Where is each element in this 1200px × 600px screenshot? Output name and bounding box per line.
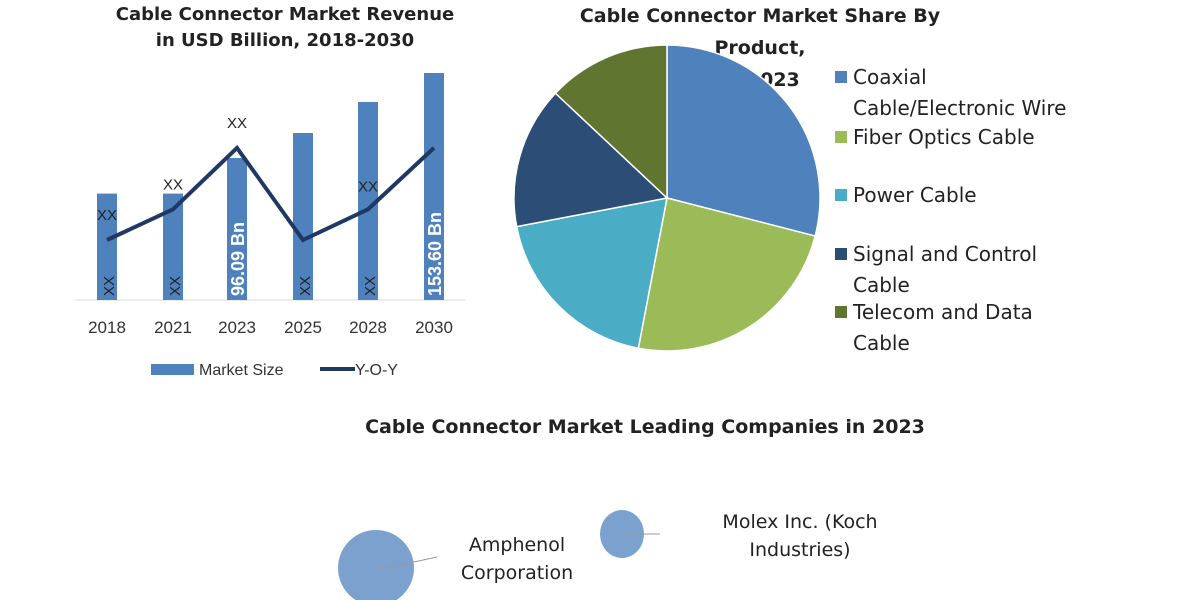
company-bubble-molex — [600, 510, 644, 558]
yoy-label: XX — [227, 115, 247, 132]
company-label: Molex Inc. (Koch Industries) — [690, 508, 910, 564]
company-bubble-amphenol — [338, 530, 414, 600]
bar-2018 — [97, 193, 117, 300]
bar-2030 — [424, 73, 444, 300]
pie-legend-item: Telecom and Data Cable — [853, 297, 1033, 359]
pie-legend-label: Telecom and Data — [853, 300, 1033, 324]
legend-yoy: Y-O-Y — [355, 362, 398, 379]
yoy-label: XX — [358, 178, 378, 195]
pie-legend-swatch — [835, 189, 847, 201]
pie-legend-swatch — [835, 248, 847, 260]
pie-legend-item: Coaxial Cable/Electronic Wire — [853, 62, 1066, 124]
company-label: Amphenol Corporation — [442, 531, 592, 587]
pie-slice — [513, 92, 669, 228]
leader-line — [377, 556, 438, 570]
pie-title-line: Cable Connector Market Share By Product, — [579, 5, 941, 59]
bar-label: 153.60 Bn — [425, 212, 445, 296]
x-tick-label: 2028 — [349, 318, 387, 337]
x-tick-label: 2018 — [88, 318, 126, 337]
pie-legend-item: Signal and Control Cable — [853, 239, 1037, 301]
bar-title-line: Cable Connector Market Revenue — [115, 4, 455, 25]
bar-label: XX — [101, 276, 118, 296]
x-tick-label: 2025 — [284, 318, 322, 337]
pie-slice — [637, 197, 817, 352]
companies-title: Cable Connector Market Leading Companies… — [365, 416, 925, 438]
yoy-label: XX — [97, 207, 117, 224]
pie-legend-swatch — [835, 306, 847, 318]
bar-label: XX — [297, 276, 314, 296]
x-tick-label: 2021 — [154, 318, 192, 337]
pie-legend-swatch — [835, 131, 847, 143]
pie-legend-label: Cable — [853, 273, 910, 297]
company-label-line: Industries) — [749, 539, 851, 561]
pie-legend-label: Fiber Optics Cable — [853, 125, 1035, 149]
yoy-label: XX — [163, 176, 183, 193]
company-label-line: Corporation — [460, 562, 574, 584]
pie-legend-label: Signal and Control — [853, 242, 1038, 266]
pie-legend-item: Power Cable — [853, 180, 977, 211]
bar-label: 96.09 Bn — [228, 222, 248, 296]
pie-slice — [666, 44, 821, 237]
legend-market-size-swatch — [151, 364, 194, 375]
bar-2023 — [227, 157, 247, 300]
pie-chart-title: Cable Connector Market Share By Product,… — [560, 0, 960, 96]
x-tick-label: 2030 — [415, 318, 453, 337]
pie-slice — [554, 44, 668, 200]
pie-legend-label: Coaxial — [853, 65, 927, 89]
x-tick-label: 2023 — [218, 318, 256, 337]
bar-title-line: in USD Billion, 2018-2030 — [155, 30, 415, 51]
yoy-line — [106, 144, 436, 243]
bar-label: XX — [362, 276, 379, 296]
company-label-line: Amphenol — [468, 534, 566, 556]
pie-slice — [515, 197, 668, 350]
pie-legend-item: Fiber Optics Cable — [853, 122, 1035, 153]
bar-2028 — [358, 101, 378, 300]
pie-legend-label: Cable — [853, 331, 910, 355]
bar-2021 — [163, 193, 183, 300]
bar-chart-title: Cable Connector Market Revenue in USD Bi… — [95, 2, 475, 54]
bar-label: XX — [167, 276, 184, 296]
company-label-line: Molex Inc. (Koch — [722, 511, 878, 533]
bar-2025 — [293, 133, 313, 300]
pie-legend-swatch — [835, 71, 847, 83]
legend-market-size: Market Size — [199, 362, 284, 379]
pie-legend-label: Power Cable — [853, 183, 977, 207]
pie-legend-label: Cable/Electronic Wire — [853, 96, 1067, 120]
